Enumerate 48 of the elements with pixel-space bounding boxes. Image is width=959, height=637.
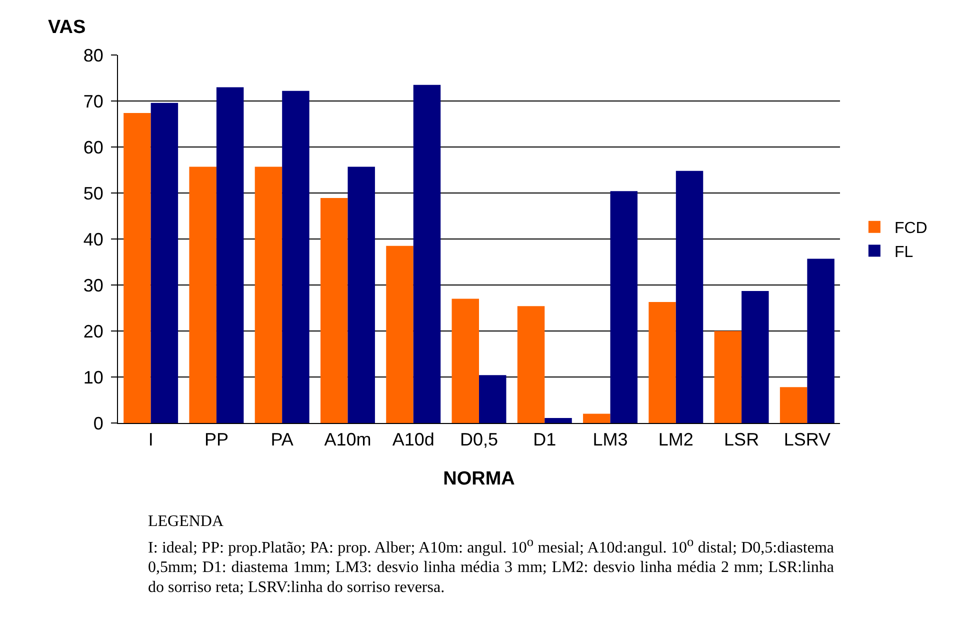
- x-tick-label: LM2: [658, 430, 694, 450]
- x-axis-title: NORMA: [443, 468, 516, 490]
- y-tick-label: 40: [83, 229, 104, 250]
- text: LEGENDA: [148, 512, 225, 532]
- bar: [780, 387, 808, 423]
- y-tick-label: 60: [83, 137, 104, 158]
- bar: [648, 302, 676, 423]
- x-tick-label: PA: [270, 430, 294, 450]
- bar: [479, 375, 506, 423]
- bar: [254, 166, 282, 423]
- bar: [386, 246, 414, 423]
- bar: [714, 331, 742, 423]
- bar: [348, 166, 375, 423]
- y-tick-label: 70: [83, 91, 104, 112]
- bar: [320, 198, 348, 423]
- x-tick-label: LM3: [592, 430, 628, 450]
- bar: [216, 87, 244, 423]
- text: I: ideal; PP: prop.Platão; PA: prop. Alber; A10m: angul. 10$^{o}$ mesial; A10d:angul. 10$^{o}$ distal; D0,5:diastema 0,5mm; D1: diastema 1mm; LM3: desvio linha média 3 mm; LM2: desvio linha média 2 mm; LSR:linha do sorriso reta; LSRV:linha do sorriso reversa.: [148, 533, 834, 598]
- bar: [742, 290, 769, 423]
- bar: [189, 166, 216, 423]
- x-tick-label: A10d: [392, 430, 434, 450]
- bar: [282, 90, 310, 423]
- bar: [544, 418, 572, 423]
- y-tick-label: 20: [83, 321, 104, 342]
- x-tick-label: A10m: [324, 430, 372, 450]
- bar: [124, 112, 151, 423]
- x-tick-label: LSR: [724, 430, 760, 450]
- x-tick-label: D0,5: [460, 430, 498, 450]
- y-tick-label: 0: [93, 413, 104, 434]
- x-tick-label: I: [148, 430, 154, 450]
- y-tick-label: 30: [83, 275, 104, 296]
- y-tick-label: 50: [83, 183, 104, 204]
- legend-label: FL: [894, 244, 914, 261]
- bar: [610, 191, 638, 423]
- bar: [676, 170, 704, 423]
- bar: [807, 258, 834, 423]
- x-tick-label: D1: [533, 430, 556, 450]
- x-tick-label: PP: [204, 430, 228, 450]
- bar: [517, 306, 545, 423]
- legend-label: FCD: [894, 220, 928, 238]
- bar: [413, 84, 441, 423]
- bar: [583, 414, 610, 423]
- y-tick-label: 80: [83, 45, 104, 66]
- y-axis-title: VAS: [48, 17, 86, 38]
- x-tick-label: LSRV: [784, 430, 831, 450]
- y-tick-label: 10: [83, 367, 104, 388]
- bar: [150, 102, 178, 423]
- bar: [452, 298, 479, 423]
